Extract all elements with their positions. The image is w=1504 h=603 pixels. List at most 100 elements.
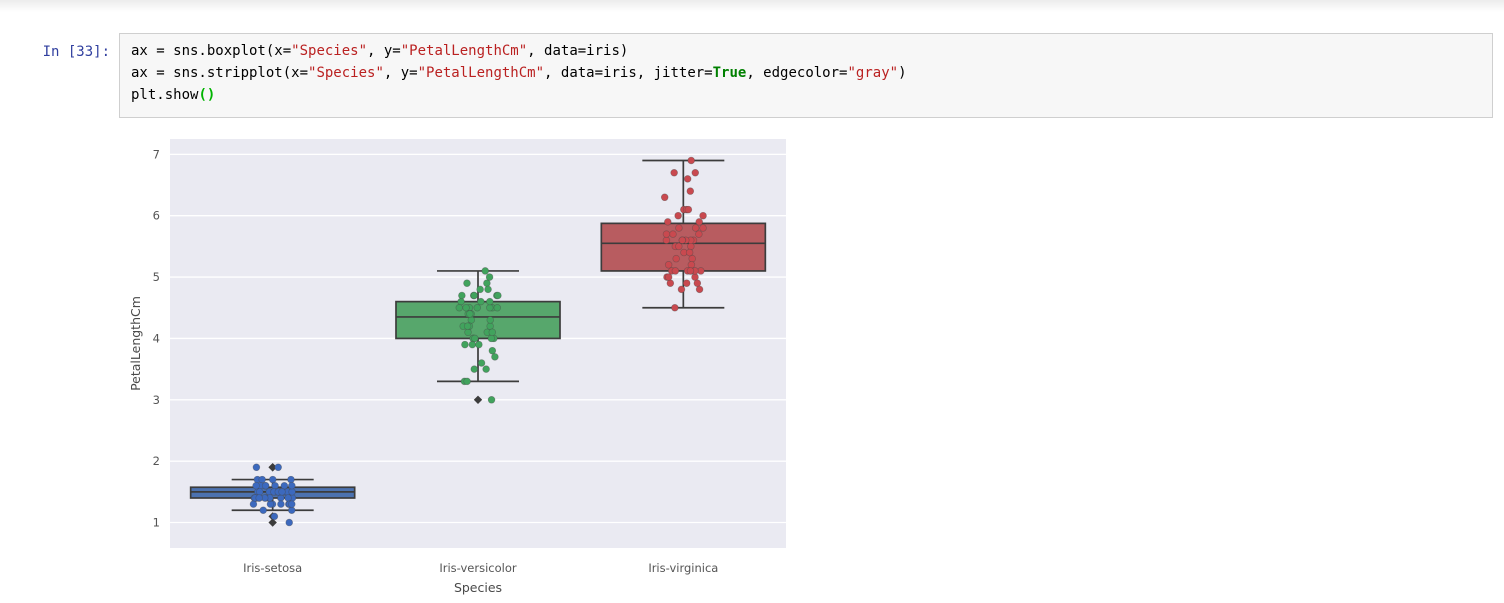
strip-point [270, 512, 279, 521]
code-token: ) [898, 65, 907, 81]
strip-point [477, 297, 485, 306]
strip-point [287, 506, 296, 515]
strip-point [466, 310, 474, 318]
strip-point [481, 267, 489, 275]
strip-point [684, 205, 693, 214]
string-token: "PetalLengthCm" [417, 65, 545, 81]
code-token: , y= [383, 65, 418, 81]
code-token: , data=iris) [527, 43, 629, 59]
strip-point [674, 211, 682, 220]
strip-point [458, 291, 466, 300]
strip-point [255, 488, 264, 496]
strip-point [662, 230, 671, 238]
y-tick-label: 7 [153, 147, 160, 161]
strip-point [491, 353, 499, 361]
strip-point [266, 500, 275, 508]
strip-point [664, 261, 673, 269]
strip-point [470, 291, 478, 300]
string-token: "Species" [291, 43, 368, 59]
x-tick-label: Iris-setosa [243, 561, 302, 575]
strip-point [683, 175, 692, 183]
string-token: "Species" [308, 65, 384, 81]
strip-point [486, 304, 494, 312]
strip-point [288, 500, 296, 508]
strip-point [675, 242, 683, 251]
strip-point [249, 500, 258, 508]
strip-point [699, 211, 707, 220]
y-tick-label: 5 [153, 270, 160, 284]
strip-point [687, 242, 695, 251]
x-tick-label: Iris-versicolor [439, 561, 517, 575]
y-axis-label: PetalLengthCm [128, 296, 143, 391]
string-token: "gray" [847, 65, 899, 81]
y-tick-label: 6 [153, 209, 160, 223]
strip-point [461, 340, 469, 349]
strip-point [699, 224, 707, 232]
strip-point [252, 481, 260, 490]
x-tick-label: Iris-virginica [648, 561, 718, 575]
strip-point [255, 494, 263, 502]
code-token: , y= [367, 43, 401, 59]
strip-point [691, 169, 700, 177]
strip-point [677, 285, 686, 294]
strip-point [476, 285, 484, 294]
strip-point [488, 346, 497, 355]
cell-input-prompt: In [33]: [42, 44, 110, 60]
code-editor-area[interactable]: ax = sns.boxplot(x="Species", y="PetalLe… [119, 33, 1493, 118]
petal-length-by-species-chart: 1 2 3 4 5 6 7 Iris-setosa Iris-versicolor Iris-vi… [128, 139, 786, 595]
strip-point [486, 322, 494, 330]
code-token: ax = sns.boxplot(x= [131, 43, 292, 59]
code-token: , data=iris, jitter= [544, 65, 713, 81]
strip-point [259, 506, 267, 515]
strip-point [682, 279, 691, 287]
strip-point [268, 475, 277, 484]
box-iris-virginica [600, 222, 767, 272]
strip-point [285, 518, 293, 527]
strip-point [463, 279, 471, 287]
strip-point [486, 316, 494, 324]
flier-marker [268, 463, 277, 472]
code-lines: ax = sns.boxplot(x="Species", y="PetalLe… [131, 40, 1482, 106]
strip-point [271, 481, 279, 490]
strip-point [687, 261, 696, 269]
strip-point [484, 285, 492, 294]
strip-point [284, 494, 292, 502]
strip-point [486, 297, 494, 306]
y-tick-label: 3 [153, 393, 160, 407]
strip-point [678, 236, 687, 245]
strip-point [274, 463, 282, 472]
strip-point [660, 193, 669, 202]
strip-point [686, 187, 695, 195]
strip-point [664, 273, 673, 281]
strip-point [261, 481, 270, 490]
strip-point [463, 377, 471, 386]
strip-point [470, 365, 479, 373]
strip-point [482, 365, 490, 373]
strip-point [455, 304, 464, 312]
strip-point [687, 156, 695, 165]
code-line-3: plt.show() [131, 84, 1482, 106]
strip-point [686, 267, 695, 275]
strip-point [666, 279, 675, 287]
strip-point [280, 481, 289, 490]
strip-point [672, 254, 680, 263]
strip-point [477, 359, 486, 367]
strip-point [277, 494, 285, 502]
string-token: "PetalLengthCm" [400, 43, 528, 59]
strip-point [252, 463, 261, 472]
code-token: ax = sns.stripplot(x= [131, 65, 309, 81]
strip-point [488, 328, 497, 337]
strip-point [685, 248, 694, 257]
strip-point [483, 279, 491, 287]
code-token: , edgecolor= [746, 65, 848, 81]
strip-point [695, 285, 704, 294]
strip-point [675, 224, 683, 232]
strip-point [691, 273, 699, 281]
y-tick-label: 4 [153, 331, 160, 345]
code-token: plt.show [131, 87, 199, 103]
x-axis-label: Species [454, 580, 502, 595]
strip-point [471, 334, 479, 343]
keyword-token: True [712, 65, 747, 81]
strip-point [688, 254, 696, 263]
strip-point [493, 304, 502, 312]
